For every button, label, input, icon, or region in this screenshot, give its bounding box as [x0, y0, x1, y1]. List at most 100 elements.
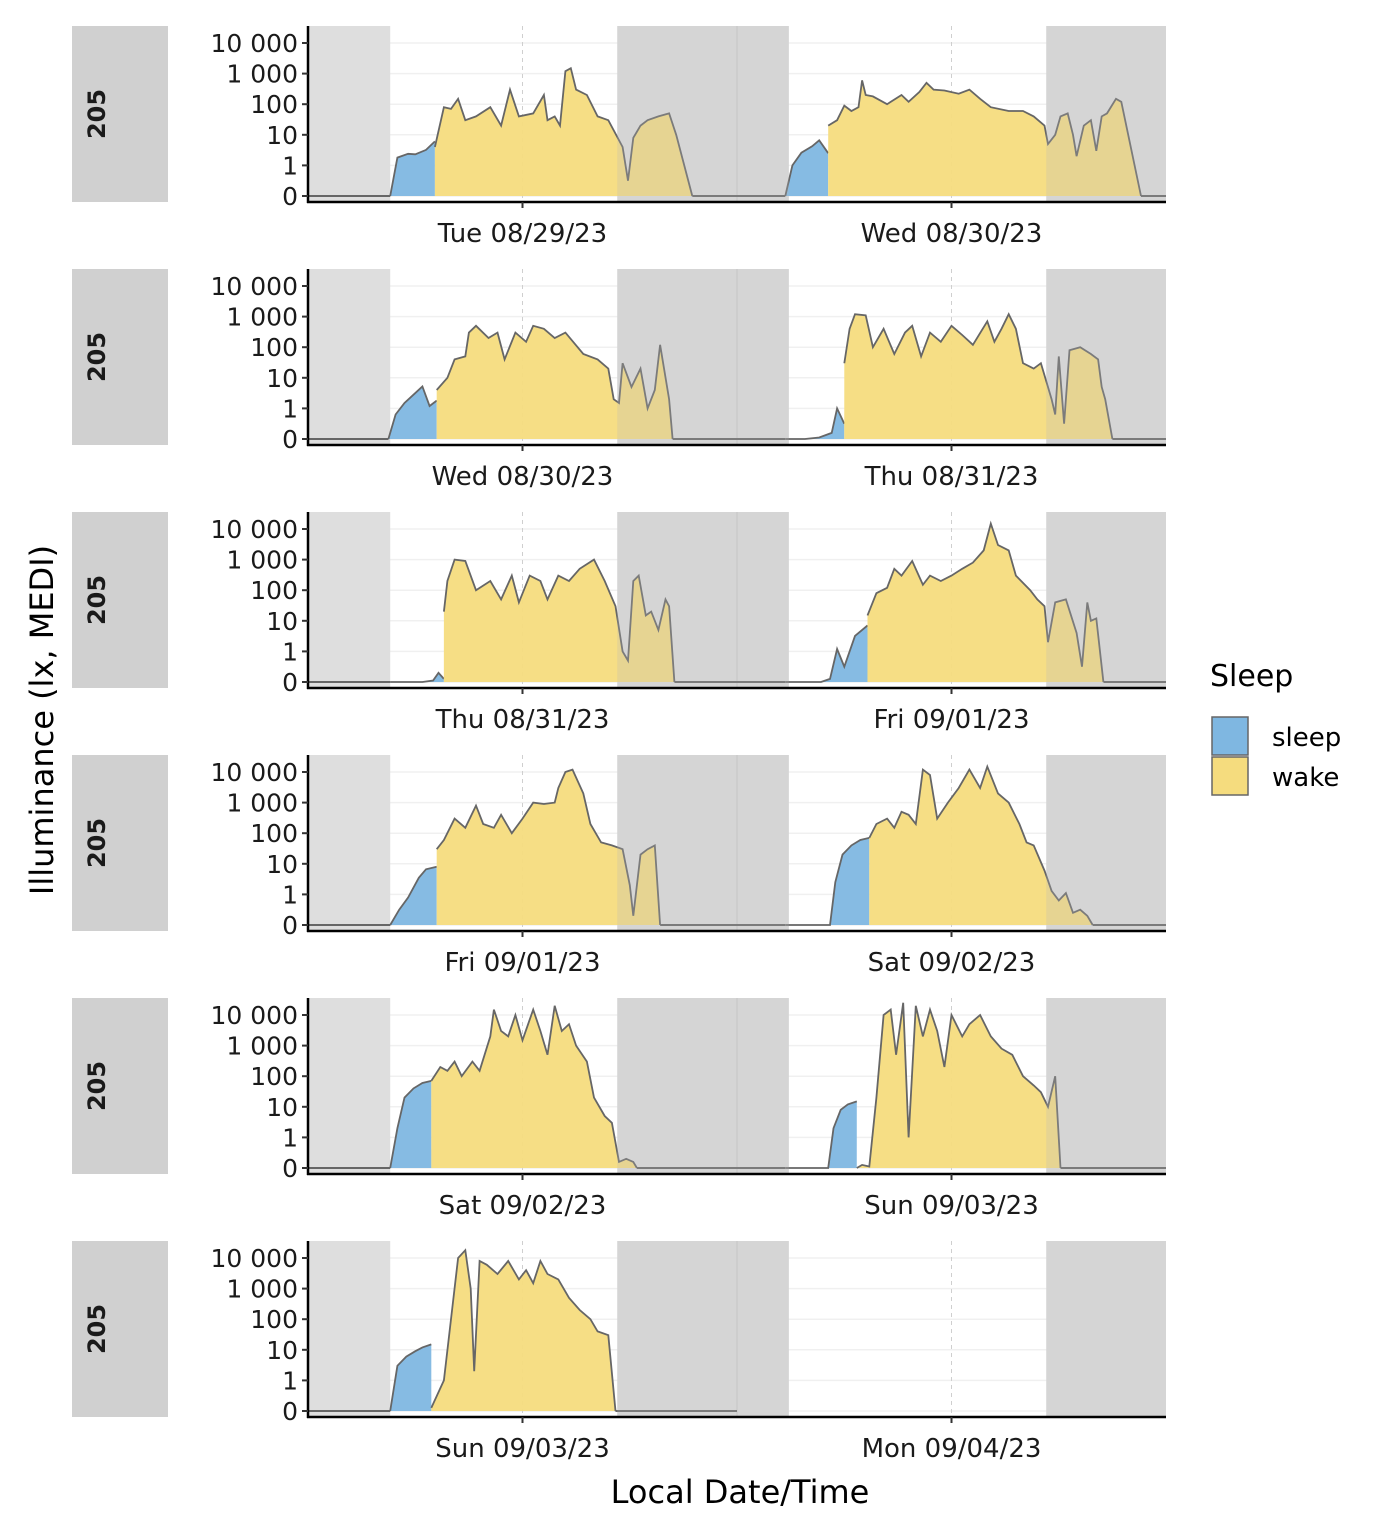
sleep-line — [389, 865, 437, 926]
x-tick-label: Sat 09/02/23 — [868, 948, 1036, 978]
facet-strip-id: 205 — [83, 1304, 111, 1354]
y-tick-label: 10 000 — [211, 29, 298, 58]
x-axis-title: Local Date/Time — [611, 1473, 870, 1511]
night-shade — [617, 998, 737, 1174]
night-shade — [308, 998, 391, 1174]
x-tick-label: Tue 08/29/23 — [437, 219, 607, 249]
y-tick-label: 10 000 — [211, 272, 298, 301]
x-tick-label: Sun 09/03/23 — [864, 1191, 1039, 1221]
sleep-line — [389, 1343, 432, 1412]
sleep-area — [785, 1101, 857, 1168]
night-shade — [308, 512, 391, 688]
y-tick-label: 1 — [282, 1123, 298, 1152]
y-tick-label: 1 000 — [226, 303, 298, 332]
night-overlay — [617, 26, 737, 202]
y-tick-label: 100 — [250, 90, 298, 119]
y-tick-label: 0 — [282, 425, 298, 454]
night-overlay — [737, 26, 789, 202]
area-group — [308, 66, 1166, 197]
y-tick-label: 1 000 — [226, 1275, 298, 1304]
sleep-line — [785, 624, 869, 683]
y-tick-label: 10 — [266, 850, 298, 879]
x-tick-label: Sat 09/02/23 — [439, 1191, 607, 1221]
legend-key-sleep — [1211, 716, 1249, 756]
y-tick-label: 10 — [266, 1336, 298, 1365]
wake-area — [443, 559, 675, 682]
y-tick-label: 0 — [282, 911, 298, 940]
area-group — [308, 312, 1166, 440]
y-tick-label: 100 — [250, 576, 298, 605]
night-overlay — [737, 998, 789, 1174]
area-group — [308, 1002, 1166, 1169]
y-tick-label: 10 — [266, 364, 298, 393]
legend-label-sleep: sleep — [1272, 723, 1341, 753]
night-overlay — [737, 269, 789, 445]
night-shade — [737, 755, 789, 931]
y-tick-label: 10 000 — [211, 758, 298, 787]
sleep-line — [389, 1080, 432, 1169]
sleep-area — [390, 866, 437, 925]
y-tick-label: 10 — [266, 1093, 298, 1122]
y-tick-label: 1 000 — [226, 60, 298, 89]
facet-strip — [72, 26, 168, 202]
wake-line — [435, 768, 661, 926]
legend-label-wake: wake — [1272, 763, 1339, 793]
y-tick-label: 10 — [266, 607, 298, 636]
wake-line — [856, 1002, 1062, 1169]
sleep-line — [785, 405, 846, 440]
night-overlay — [1046, 269, 1166, 445]
y-tick-label: 1 000 — [226, 1032, 298, 1061]
night-overlay — [617, 1241, 737, 1417]
night-shade — [617, 1241, 737, 1417]
sleep-area — [785, 837, 870, 925]
facet-strip — [72, 998, 168, 1174]
wake-area — [431, 1250, 616, 1411]
sleep-area — [390, 1344, 432, 1411]
night-shade — [737, 512, 789, 688]
night-shade — [737, 26, 789, 202]
wake-area — [436, 325, 673, 439]
night-shade — [1046, 1241, 1166, 1417]
night-shade — [737, 998, 789, 1174]
wake-line — [430, 1248, 617, 1412]
y-tick-label: 100 — [250, 333, 298, 362]
facet-strip-id: 205 — [83, 1061, 111, 1111]
sleep-area — [388, 386, 437, 439]
wake-line — [430, 1005, 638, 1169]
legend: Sleep sleep wake — [1210, 659, 1341, 796]
y-tick-label: 0 — [282, 1154, 298, 1183]
x-tick-label: Sun 09/03/23 — [435, 1434, 610, 1464]
wake-line — [866, 520, 1105, 683]
night-overlay — [1046, 512, 1166, 688]
y-tick-label: 10 — [266, 121, 298, 150]
facet-strip — [72, 755, 168, 931]
night-overlay — [1046, 998, 1166, 1174]
facet-strip — [72, 512, 168, 688]
night-shade — [1046, 998, 1166, 1174]
y-tick-label: 0 — [282, 1397, 298, 1426]
wake-area — [436, 769, 661, 925]
night-shade — [737, 1241, 789, 1417]
facet-strip-id: 205 — [83, 89, 111, 139]
sleep-line — [389, 140, 436, 197]
x-tick-label: Fri 09/01/23 — [873, 705, 1029, 735]
sleep-line — [784, 138, 829, 197]
y-tick-label: 1 — [282, 637, 298, 666]
wake-line — [868, 763, 1094, 926]
night-overlay — [1046, 26, 1166, 202]
y-axis-title: Illuminance (lx, MEDI) — [23, 545, 61, 895]
night-shade — [308, 755, 391, 931]
y-tick-label: 1 000 — [226, 789, 298, 818]
wake-area — [844, 314, 1113, 439]
y-tick-label: 1 — [282, 151, 298, 180]
y-tick-label: 10 000 — [211, 1001, 298, 1030]
y-tick-label: 1 000 — [226, 546, 298, 575]
legend-title: Sleep — [1210, 659, 1293, 694]
sleep-line — [390, 671, 445, 683]
sleep-area — [785, 140, 829, 196]
